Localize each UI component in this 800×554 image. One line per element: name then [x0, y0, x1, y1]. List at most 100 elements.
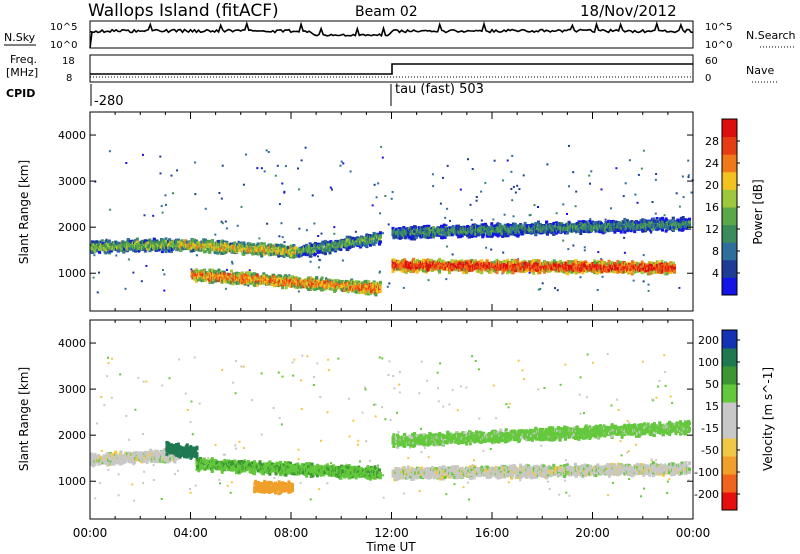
power-data-cell [400, 266, 404, 269]
power-data-cell [361, 238, 365, 242]
power-data-cell [412, 257, 416, 261]
power-data-cell [142, 245, 146, 249]
power-data-cell [311, 244, 315, 248]
power-data-cell [154, 249, 158, 252]
power-data-cell [534, 264, 538, 268]
power-noise-cell [634, 193, 637, 196]
power-data-cell [202, 247, 206, 251]
power-data-cell [147, 241, 151, 245]
power-data-cell [190, 246, 194, 250]
power-data-cell [168, 249, 172, 253]
power-noise-cell [125, 162, 128, 164]
power-noise-cell [247, 284, 250, 287]
power-data-cell [238, 281, 242, 284]
power-data-cell [403, 265, 407, 269]
power-data-cell [327, 243, 331, 246]
power-noise-cell [647, 283, 650, 286]
power-data-cell [323, 282, 327, 286]
power-data-cell [290, 249, 294, 253]
power-data-cell [344, 279, 348, 283]
power-noise-cell [514, 191, 517, 194]
power-data-cell [121, 245, 125, 249]
power-data-cell [585, 269, 589, 273]
power-noise-cell [588, 174, 591, 177]
power-noise-cell [651, 201, 654, 203]
cpid-second: tau (fast) 503 [395, 82, 484, 97]
power-data-cell [216, 251, 220, 255]
power-data-cell [221, 273, 225, 277]
power-data-cell [283, 282, 287, 286]
power-data-cell [330, 243, 334, 247]
power-data-cell [629, 267, 633, 271]
power-data-cell [261, 252, 265, 256]
power-data-cell [160, 238, 164, 242]
noise-left-tick-top: 10^5 [50, 22, 77, 33]
power-data-cell [164, 240, 168, 243]
power-data-cell [245, 249, 249, 253]
power-noise-cell [115, 254, 118, 257]
power-noise-cell [502, 179, 504, 182]
power-data-cell [222, 272, 226, 276]
power-data-cell [378, 235, 382, 239]
power-data-cell [194, 243, 197, 247]
power-data-cell [647, 268, 651, 272]
power-data-cell [206, 248, 210, 251]
power-data-cell [422, 260, 426, 263]
power-data-cell [509, 261, 513, 264]
power-noise-cell [431, 173, 434, 176]
power-data-cell [501, 270, 505, 273]
power-data-cell [121, 242, 125, 246]
power-data-cell [346, 248, 350, 252]
power-data-cell [349, 284, 353, 288]
power-data-cell [116, 241, 119, 245]
power-data-cell [90, 250, 94, 254]
power-noise-cell [320, 232, 323, 235]
power-noise-cell [298, 188, 301, 191]
power-data-cell [594, 264, 597, 268]
power-data-cell [652, 270, 656, 274]
power-noise-cell [562, 203, 565, 206]
power-data-cell [329, 282, 333, 286]
power-data-cell [522, 265, 526, 269]
date-label: 18/Nov/2012 [580, 2, 677, 20]
power-data-cell [363, 243, 367, 247]
power-data-cell [169, 246, 172, 250]
power-noise-cell [220, 220, 223, 223]
power-data-cell [324, 252, 327, 256]
power-data-cell [327, 284, 331, 288]
power-noise-cell [278, 235, 281, 238]
power-data-cell [574, 264, 578, 268]
power-noise-cell [163, 289, 166, 292]
power-data-cell [211, 239, 214, 243]
power-data-cell [277, 277, 281, 281]
power-noise-cell [300, 159, 303, 162]
power-data-cell [515, 267, 519, 271]
power-data-cell [400, 263, 404, 267]
power-data-cell [485, 264, 489, 268]
power-data-cell [137, 248, 141, 252]
power-data-cell [224, 250, 228, 254]
power-data-cell [393, 235, 397, 239]
power-noise-cell [484, 181, 487, 184]
power-data-cell [600, 259, 604, 263]
power-data-cell [455, 261, 459, 265]
power-data-cell [425, 261, 429, 265]
power-noise-cell [391, 191, 394, 193]
power-data-cell [672, 263, 676, 267]
power-noise-cell [445, 278, 448, 281]
power-data-cell [135, 239, 139, 243]
power-noise-cell [432, 185, 435, 188]
power-data-cell [665, 268, 669, 272]
power-data-cell [493, 260, 497, 264]
power-data-cell [312, 282, 316, 286]
power-data-cell [262, 249, 265, 253]
power-data-cell [221, 275, 224, 279]
power-noise-cell [109, 208, 112, 211]
power-data-cell [665, 272, 669, 276]
power-data-cell [233, 251, 237, 255]
power-noise-cell [572, 244, 575, 247]
power-data-cell [413, 260, 417, 264]
power-data-cell [283, 253, 287, 257]
power-noise-cell [354, 230, 357, 233]
power-data-cell [346, 290, 350, 294]
